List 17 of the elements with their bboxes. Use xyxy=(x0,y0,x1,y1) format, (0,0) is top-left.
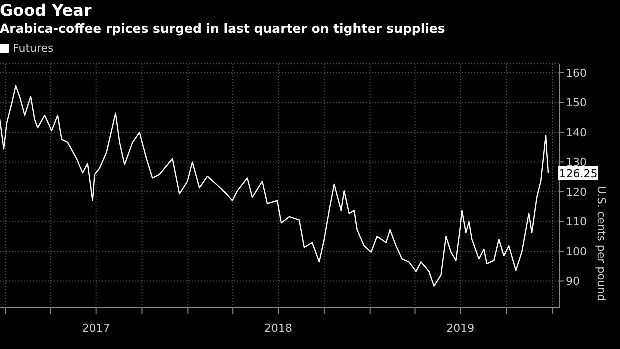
y-tick-label: 120 xyxy=(566,186,587,199)
y-tick-label: 100 xyxy=(566,245,587,258)
x-tick-label: 2019 xyxy=(446,322,475,335)
x-tick-label: 2017 xyxy=(82,322,110,335)
x-tick-label: 2018 xyxy=(264,322,293,335)
y-tick-label: 140 xyxy=(566,126,587,140)
y-tick-label: 130 xyxy=(566,156,587,170)
y-tick-label: 90 xyxy=(566,275,580,288)
y-tick-label: 110 xyxy=(566,216,587,229)
legend-label: Futures xyxy=(13,42,54,55)
annotation: 126.25 xyxy=(559,167,598,180)
y-tick-label: 160 xyxy=(566,66,587,80)
chart-subtitle: Arabica-coffee rpices surged in last quarter on tighter supplies xyxy=(0,21,446,36)
y-tick-label: 150 xyxy=(566,96,587,110)
y-axis-title: U.S. cents per pound xyxy=(595,186,608,302)
line-series xyxy=(0,85,550,287)
chart-title: Good Year xyxy=(0,1,92,20)
